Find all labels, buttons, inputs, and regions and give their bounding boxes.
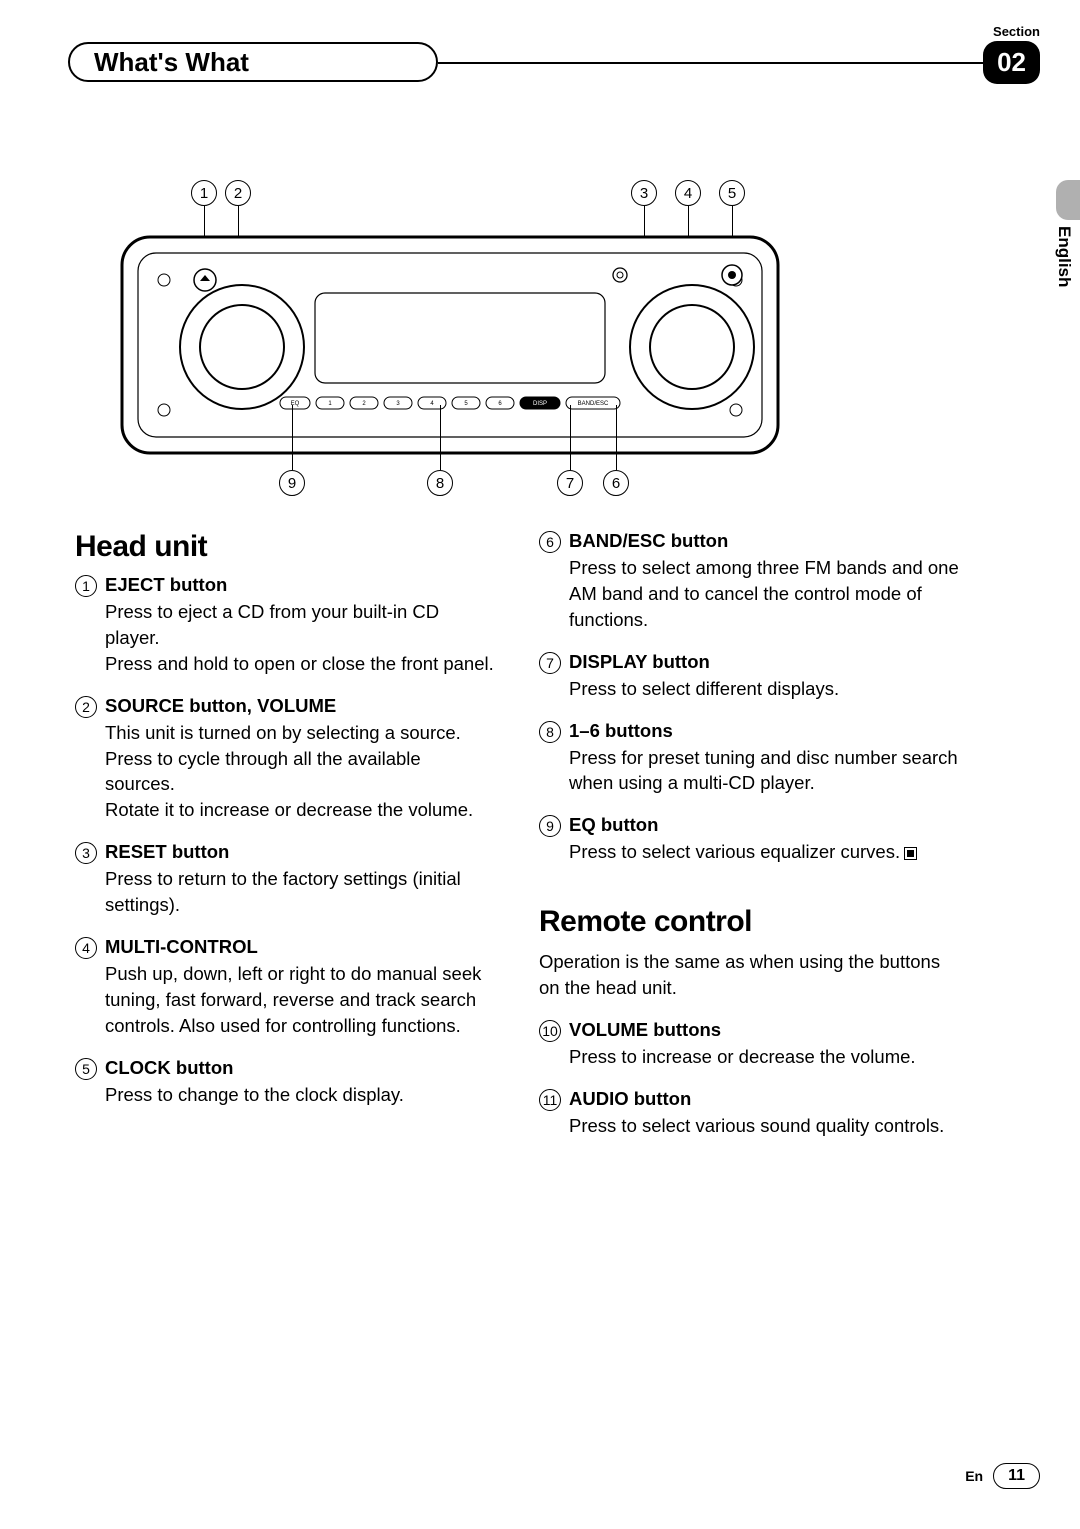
footer-page-number: 11 — [993, 1463, 1040, 1489]
section-end-icon — [904, 847, 917, 860]
callout-2: 2 — [225, 180, 251, 206]
callout-line — [570, 405, 571, 470]
left-column: Head unit 1 EJECT button Press to eject a … — [75, 530, 495, 1157]
head-unit-illustration: EQ123456DISPBAND/ESC — [120, 235, 780, 455]
callout-1: 1 — [191, 180, 217, 206]
item-title: BAND/ESC button — [569, 530, 728, 552]
item-description: Press to increase or decrease the volume… — [539, 1044, 959, 1070]
item-header: 4 MULTI-CONTROL — [75, 936, 495, 959]
callout-5: 5 — [719, 180, 745, 206]
item-header: 6 BAND/ESC button — [539, 530, 959, 553]
description-item: 8 1–6 buttons Press for preset tuning and … — [539, 720, 959, 797]
item-title: RESET button — [105, 841, 229, 863]
item-description: This unit is turned on by selecting a so… — [75, 720, 495, 824]
item-number-icon: 1 — [75, 575, 97, 597]
footer-language: En — [965, 1468, 983, 1484]
description-item: 6 BAND/ESC button Press to select among th… — [539, 530, 959, 633]
callout-3: 3 — [631, 180, 657, 206]
item-description: Press to eject a CD from your built-in C… — [75, 599, 495, 677]
item-header: 3 RESET button — [75, 841, 495, 864]
item-header: 7 DISPLAY button — [539, 651, 959, 674]
remote-control-intro: Operation is the same as when using the … — [539, 949, 959, 1001]
callout-6: 6 — [603, 470, 629, 496]
page-footer: En 11 — [965, 1463, 1040, 1489]
description-item: 4 MULTI-CONTROL Push up, down, left or rig… — [75, 936, 495, 1039]
description-item: 11 AUDIO button Press to select various so… — [539, 1088, 959, 1139]
item-description: Push up, down, left or right to do manua… — [75, 961, 495, 1039]
item-description: Press to select among three FM bands and… — [539, 555, 959, 633]
page-title: What's What — [94, 47, 249, 78]
page-header: What's What Section 02 — [68, 42, 1040, 90]
item-title: EJECT button — [105, 574, 227, 596]
item-title: VOLUME buttons — [569, 1019, 721, 1041]
item-title: DISPLAY button — [569, 651, 710, 673]
item-description: Press to change to the clock display. — [75, 1082, 495, 1108]
head-unit-diagram: 12345 EQ123456DISPBAND/ESC 9876 — [120, 180, 850, 510]
item-header: 9 EQ button — [539, 814, 959, 837]
language-label: English — [1054, 226, 1074, 287]
item-title: AUDIO button — [569, 1088, 691, 1110]
item-number-icon: 11 — [539, 1089, 561, 1111]
right-column: 6 BAND/ESC button Press to select among th… — [539, 530, 959, 1157]
item-number-icon: 8 — [539, 721, 561, 743]
item-header: 2 SOURCE button, VOLUME — [75, 695, 495, 718]
header-rule — [438, 62, 985, 64]
item-title: 1–6 buttons — [569, 720, 673, 742]
callout-line — [292, 405, 293, 470]
item-number-icon: 10 — [539, 1020, 561, 1042]
section-label: Section — [983, 24, 1040, 39]
section-indicator: Section 02 — [983, 24, 1040, 84]
item-title: EQ button — [569, 814, 658, 836]
item-number-icon: 2 — [75, 696, 97, 718]
head-unit-heading: Head unit — [75, 530, 495, 564]
item-header: 11 AUDIO button — [539, 1088, 959, 1111]
callout-line — [616, 405, 617, 470]
description-item: 9 EQ button Press to select various equali… — [539, 814, 959, 865]
description-item: 1 EJECT button Press to eject a CD from yo… — [75, 574, 495, 677]
item-description: Press to select various sound quality co… — [539, 1113, 959, 1139]
section-number: 02 — [983, 41, 1040, 84]
remote-control-heading: Remote control — [539, 905, 959, 939]
page-title-pill: What's What — [68, 42, 438, 82]
description-item: 10 VOLUME buttons Press to increase or dec… — [539, 1019, 959, 1070]
item-number-icon: 7 — [539, 652, 561, 674]
description-item: 3 RESET button Press to return to the fact… — [75, 841, 495, 918]
item-description: Press to select different displays. — [539, 676, 959, 702]
item-description: Press to select various equalizer curves… — [539, 839, 959, 865]
item-header: 8 1–6 buttons — [539, 720, 959, 743]
callout-7: 7 — [557, 470, 583, 496]
item-header: 1 EJECT button — [75, 574, 495, 597]
svg-text:DISP: DISP — [533, 401, 547, 407]
description-item: 5 CLOCK button Press to change to the cloc… — [75, 1057, 495, 1108]
language-tab-stub — [1056, 180, 1080, 220]
language-tab: English — [1044, 180, 1080, 287]
callout-8: 8 — [427, 470, 453, 496]
item-title: CLOCK button — [105, 1057, 233, 1079]
item-description: Press to return to the factory settings … — [75, 866, 495, 918]
callout-4: 4 — [675, 180, 701, 206]
callout-9: 9 — [279, 470, 305, 496]
svg-text:BAND/ESC: BAND/ESC — [578, 401, 609, 407]
description-item: 2 SOURCE button, VOLUME This unit is turne… — [75, 695, 495, 824]
description-item: 7 DISPLAY button Press to select different… — [539, 651, 959, 702]
content-columns: Head unit 1 EJECT button Press to eject a … — [75, 530, 962, 1157]
item-number-icon: 3 — [75, 842, 97, 864]
item-number-icon: 4 — [75, 937, 97, 959]
item-header: 5 CLOCK button — [75, 1057, 495, 1080]
item-title: SOURCE button, VOLUME — [105, 695, 336, 717]
item-number-icon: 6 — [539, 531, 561, 553]
item-header: 10 VOLUME buttons — [539, 1019, 959, 1042]
item-description: Press for preset tuning and disc number … — [539, 745, 959, 797]
item-title: MULTI-CONTROL — [105, 936, 258, 958]
item-number-icon: 5 — [75, 1058, 97, 1080]
callout-line — [440, 405, 441, 470]
item-number-icon: 9 — [539, 815, 561, 837]
